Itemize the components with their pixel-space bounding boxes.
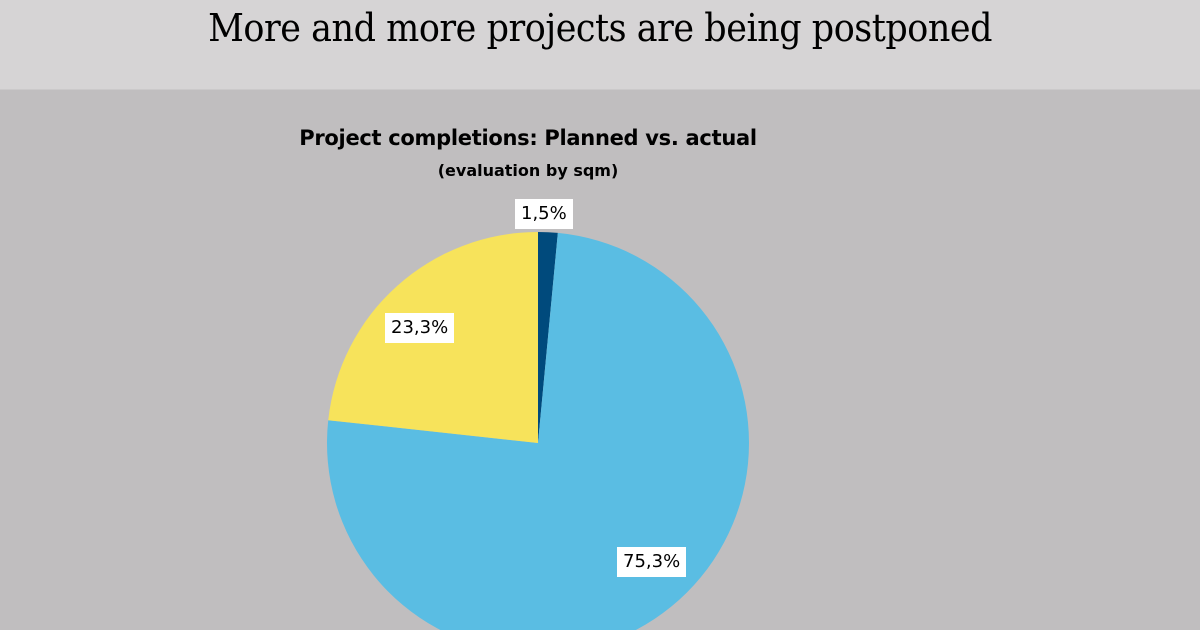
slice-label-dark-blue: 1,5%	[515, 199, 573, 229]
slice-label-light-blue: 75,3%	[617, 547, 687, 577]
chart-subtitle: (evaluation by sqm)	[437, 161, 619, 180]
slice-label-yellow: 23,3%	[385, 313, 455, 343]
slide-header: More and more projects are being postpon…	[0, 0, 1200, 90]
pie-slice-light-blue	[327, 232, 749, 630]
chart-title: Project completions: Planned vs. actual	[299, 126, 757, 150]
slide-title: More and more projects are being postpon…	[207, 6, 992, 50]
pie-slice-dark-blue	[538, 232, 558, 443]
